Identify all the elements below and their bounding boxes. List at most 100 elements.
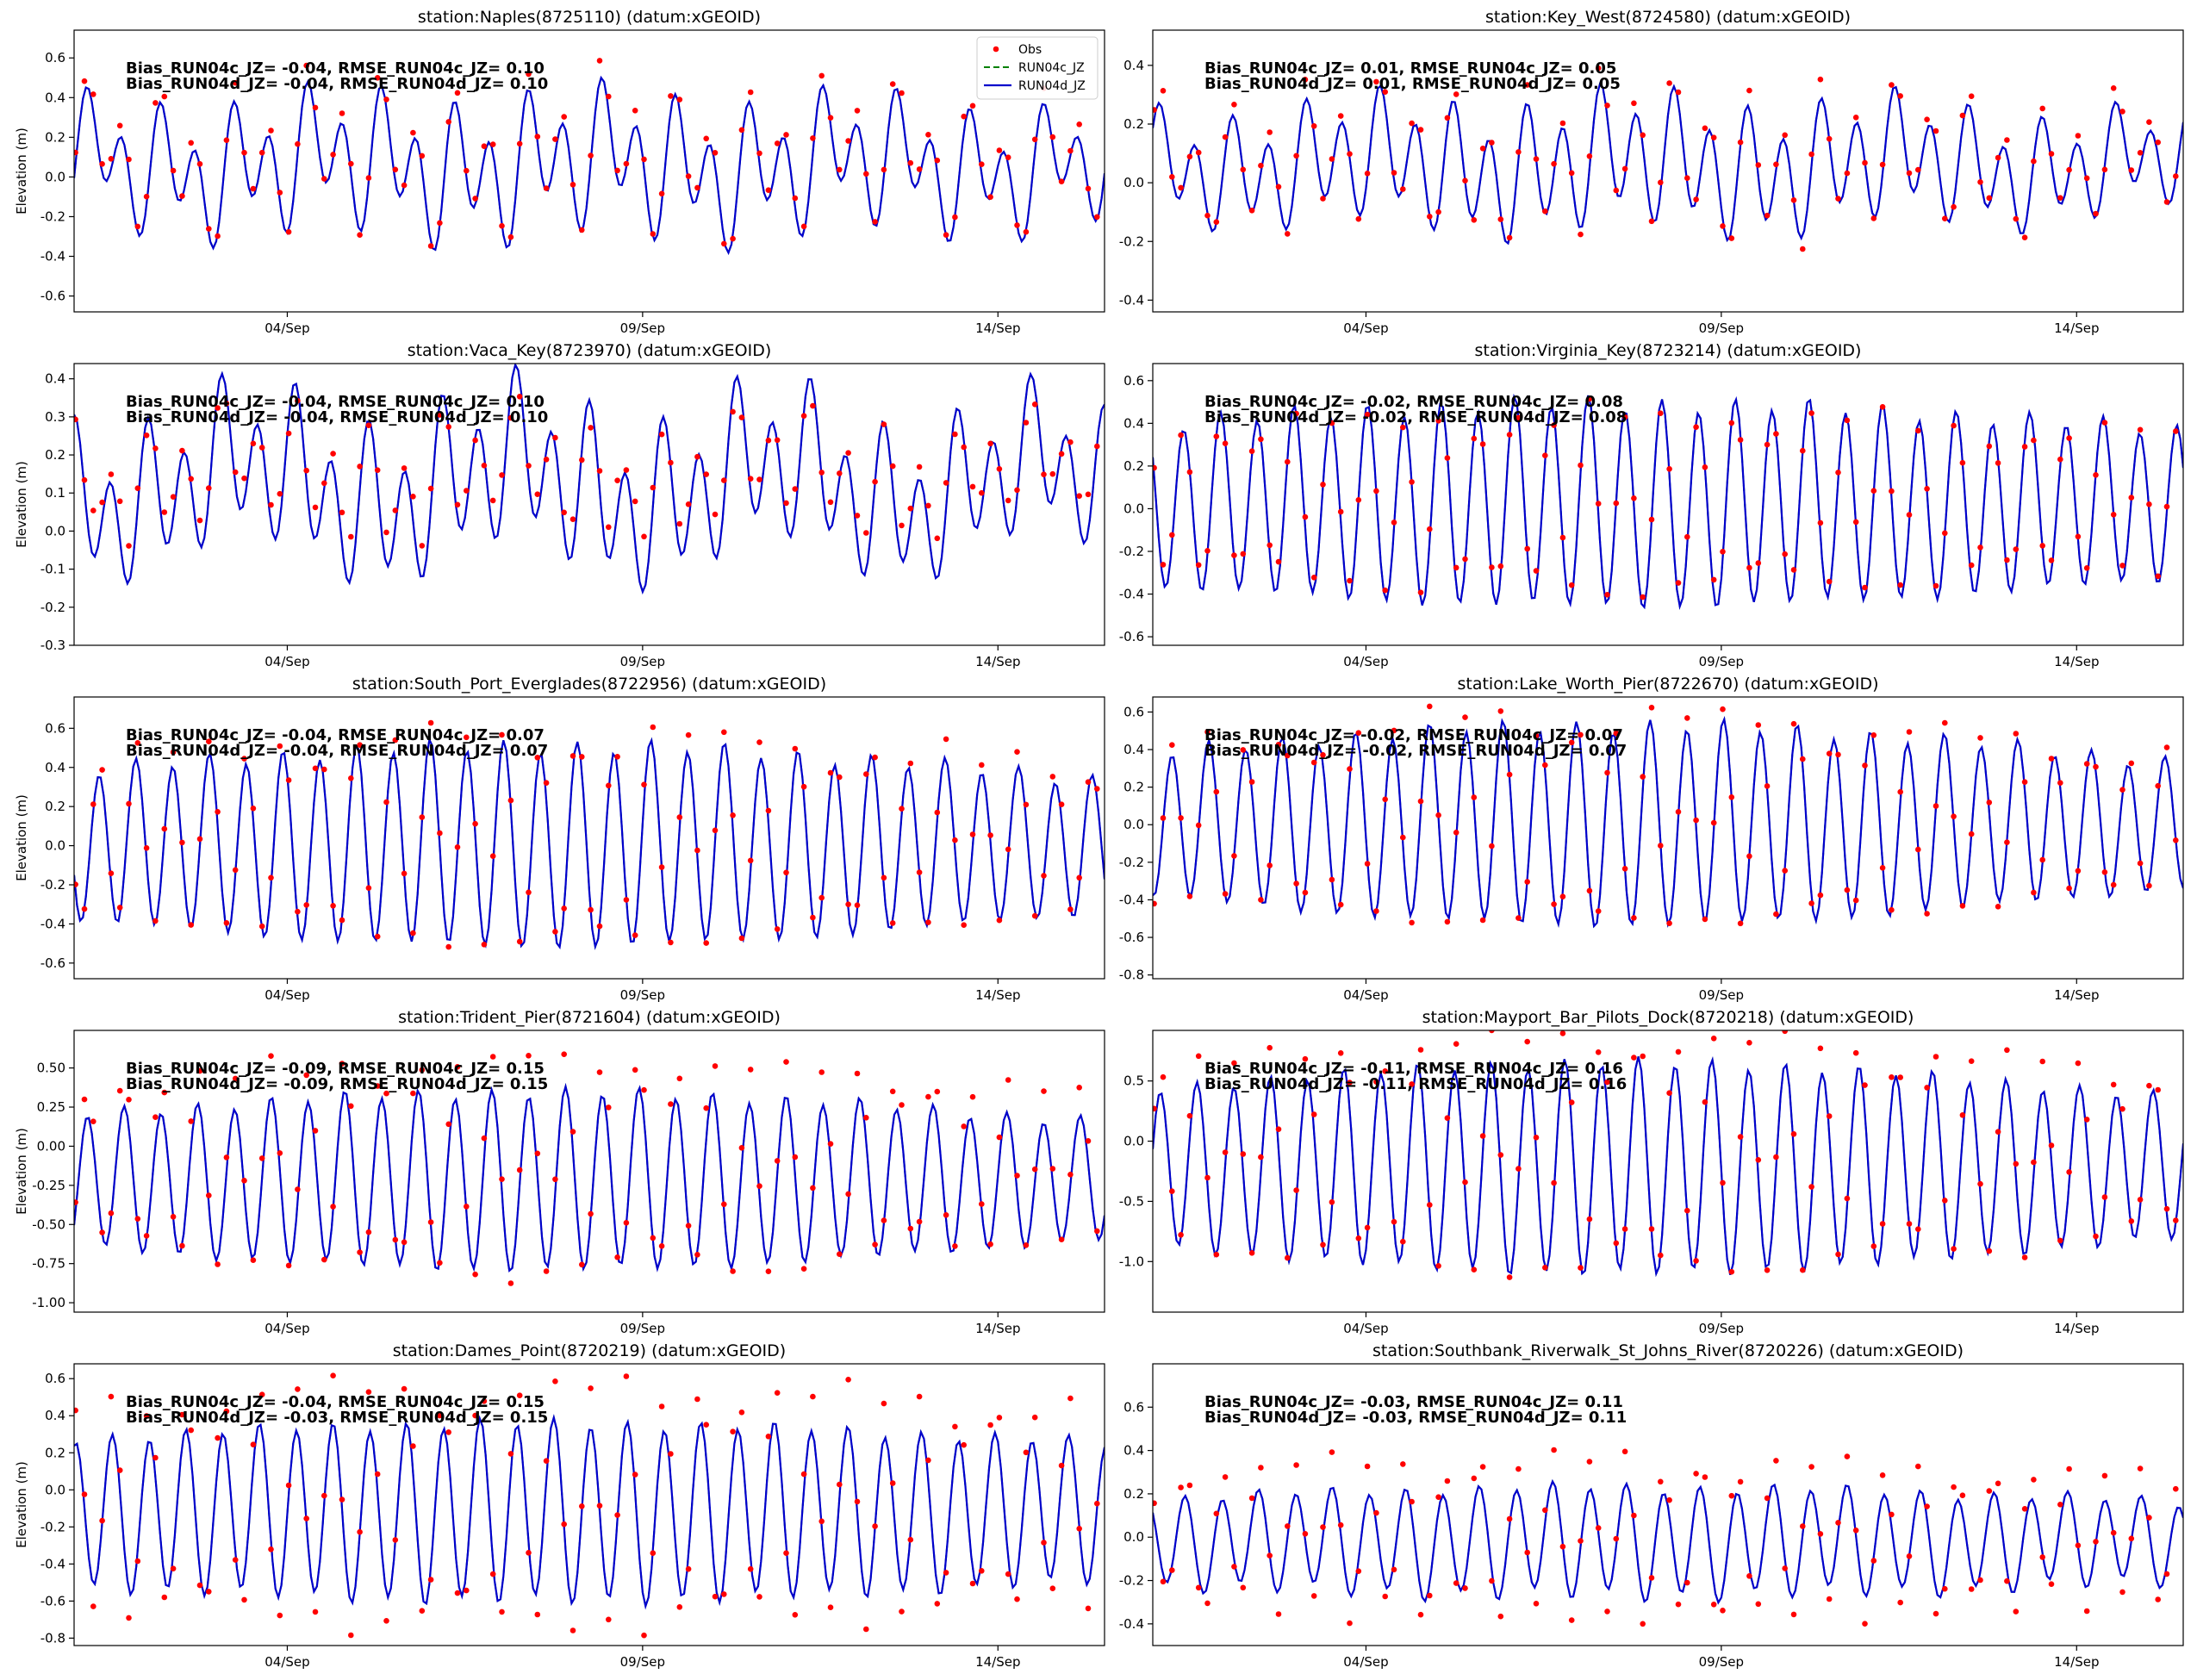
obs-point	[383, 529, 389, 536]
stats-text: Bias_RUN04d_JZ= -0.04, RMSE_RUN04d_JZ= 0…	[126, 75, 548, 93]
obs-point	[730, 408, 736, 415]
obs-point	[1568, 1617, 1575, 1623]
obs-point	[1427, 1202, 1433, 1208]
obs-point	[1329, 1449, 1335, 1455]
obs-point	[668, 459, 674, 466]
obs-point	[1222, 440, 1229, 446]
obs-point	[2128, 1535, 2135, 1542]
obs-point	[1782, 132, 1788, 139]
legend-run04d-label: RUN04d_JZ	[1018, 79, 1086, 93]
obs-point	[1310, 759, 1317, 766]
obs-point	[1906, 512, 1913, 518]
obs-point	[2021, 444, 2028, 450]
obs-point	[516, 394, 523, 400]
obs-point	[1862, 159, 1868, 166]
obs-point	[668, 93, 674, 99]
obs-point	[1160, 88, 1167, 94]
obs-point	[2013, 546, 2020, 552]
obs-point	[596, 58, 603, 64]
obs-point	[756, 1594, 762, 1600]
obs-point	[1995, 1129, 2001, 1135]
obs-point	[1862, 584, 1868, 591]
obs-point	[410, 129, 416, 136]
obs-point	[206, 226, 212, 232]
obs-point	[1310, 1593, 1317, 1599]
obs-point	[1808, 900, 1814, 906]
obs-point	[1790, 1611, 1797, 1618]
obs-point	[1076, 1085, 1082, 1091]
obs-point	[437, 830, 443, 837]
obs-point	[1844, 1195, 1851, 1202]
obs-point	[1773, 1154, 1779, 1160]
obs-point	[1355, 730, 1362, 736]
obs-point	[1524, 1549, 1530, 1556]
obs-point	[1444, 1115, 1451, 1121]
obs-point	[1889, 1511, 1895, 1518]
obs-point	[818, 470, 825, 476]
obs-point	[1640, 132, 1646, 139]
obs-point	[383, 96, 389, 103]
obs-point	[1533, 156, 1540, 162]
obs-point	[1058, 1462, 1065, 1469]
obs-point	[889, 463, 896, 470]
obs-points	[74, 1372, 1100, 1639]
y-tick-label: 0.4	[45, 90, 65, 105]
obs-point	[1870, 1558, 1877, 1564]
stats-text: Bias_RUN04c_JZ= -0.04, RMSE_RUN04c_JZ= 0…	[126, 1393, 545, 1411]
obs-point	[747, 89, 754, 96]
obs-point	[1041, 873, 1047, 879]
obs-point	[1085, 1605, 1092, 1612]
obs-point	[241, 149, 247, 156]
obs-point	[81, 1491, 88, 1497]
obs-point	[1453, 1580, 1459, 1586]
obs-point	[108, 1393, 115, 1400]
obs-point	[1986, 1488, 1993, 1494]
obs-point	[143, 193, 150, 200]
obs-point	[1640, 1621, 1646, 1627]
obs-point	[1915, 427, 1921, 434]
obs-point	[907, 159, 914, 166]
obs-point	[934, 809, 941, 816]
y-tick-label: -0.2	[40, 208, 65, 224]
obs-point	[437, 1412, 443, 1419]
obs-point	[2048, 1581, 2055, 1587]
obs-point	[1710, 576, 1717, 583]
y-tick-label: 0.4	[45, 371, 65, 387]
obs-point	[1826, 1113, 1833, 1119]
obs-point	[1844, 887, 1851, 893]
obs-point	[1631, 100, 1637, 107]
obs-point	[916, 869, 923, 875]
obs-point	[1524, 879, 1530, 885]
obs-point	[1640, 774, 1646, 780]
obs-point	[2146, 501, 2152, 507]
obs-point	[632, 498, 638, 505]
obs-point	[1067, 906, 1074, 912]
obs-point	[961, 1123, 967, 1129]
obs-point	[1559, 1543, 1566, 1550]
obs-point	[845, 138, 851, 144]
obs-point	[774, 140, 781, 146]
subplot-8: station:Mayport_Bar_Pilots_Dock(8720218)…	[1119, 1008, 2184, 1336]
obs-point	[1409, 919, 1415, 926]
obs-point	[454, 90, 461, 96]
obs-point	[2163, 199, 2170, 205]
series-line-run04d	[74, 1414, 1105, 1610]
obs-point	[1800, 246, 1806, 252]
obs-point	[1551, 160, 1557, 167]
obs-point	[1684, 175, 1690, 181]
obs-point	[295, 1186, 301, 1192]
obs-point	[1023, 420, 1030, 426]
obs-point	[1186, 469, 1193, 476]
x-tick-label: 04/Sep	[1343, 1654, 1388, 1670]
obs-point	[1506, 234, 1513, 241]
obs-point	[481, 463, 488, 469]
obs-points	[1153, 395, 2179, 600]
obs-point	[445, 943, 451, 950]
obs-point	[543, 780, 550, 786]
obs-point	[1515, 915, 1522, 921]
obs-point	[907, 1536, 914, 1543]
obs-point	[1023, 1242, 1030, 1248]
y-tick-label: 0.50	[37, 1061, 65, 1076]
obs-point	[2119, 1105, 2125, 1112]
obs-point	[632, 932, 638, 938]
